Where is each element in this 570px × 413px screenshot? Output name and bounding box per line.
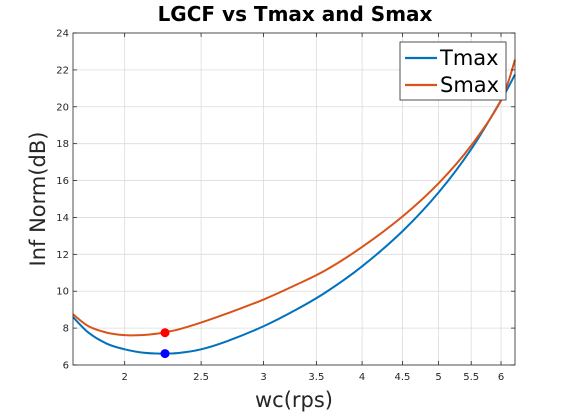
min-marker-tmax: [161, 349, 170, 358]
y-tick-label: 14: [56, 213, 69, 224]
x-tick-label: 2.5: [193, 372, 209, 383]
y-tick-label: 22: [56, 65, 69, 76]
x-tick-label: 6: [498, 372, 504, 383]
legend: Tmax Smax: [400, 42, 506, 100]
x-tick-label: 3.5: [308, 372, 324, 383]
y-tick-label: 10: [56, 287, 69, 298]
x-tick-label: 4.5: [395, 372, 411, 383]
x-tick-label: 3: [260, 372, 266, 383]
chart-title: LGCF vs Tmax and Smax: [158, 2, 433, 26]
y-tick-label: 18: [56, 139, 69, 150]
y-tick-label: 16: [56, 176, 69, 187]
y-tick-label: 6: [63, 361, 69, 372]
x-tick-label: 2: [121, 372, 127, 383]
y-axis-label: Inf Norm(dB): [26, 132, 50, 267]
x-tick-label: 4: [359, 372, 365, 383]
y-tick-label: 24: [56, 29, 69, 40]
y-tick-label: 12: [56, 250, 69, 261]
y-tick-label: 8: [63, 324, 69, 335]
x-tick-label: 5.5: [463, 372, 479, 383]
legend-label-tmax: Tmax: [439, 46, 499, 70]
x-axis-label: wc(rps): [255, 388, 333, 412]
min-marker-smax: [161, 328, 170, 337]
x-tick-label: 5: [435, 372, 441, 383]
y-tick-label: 20: [56, 102, 69, 113]
legend-label-smax: Smax: [440, 73, 499, 97]
